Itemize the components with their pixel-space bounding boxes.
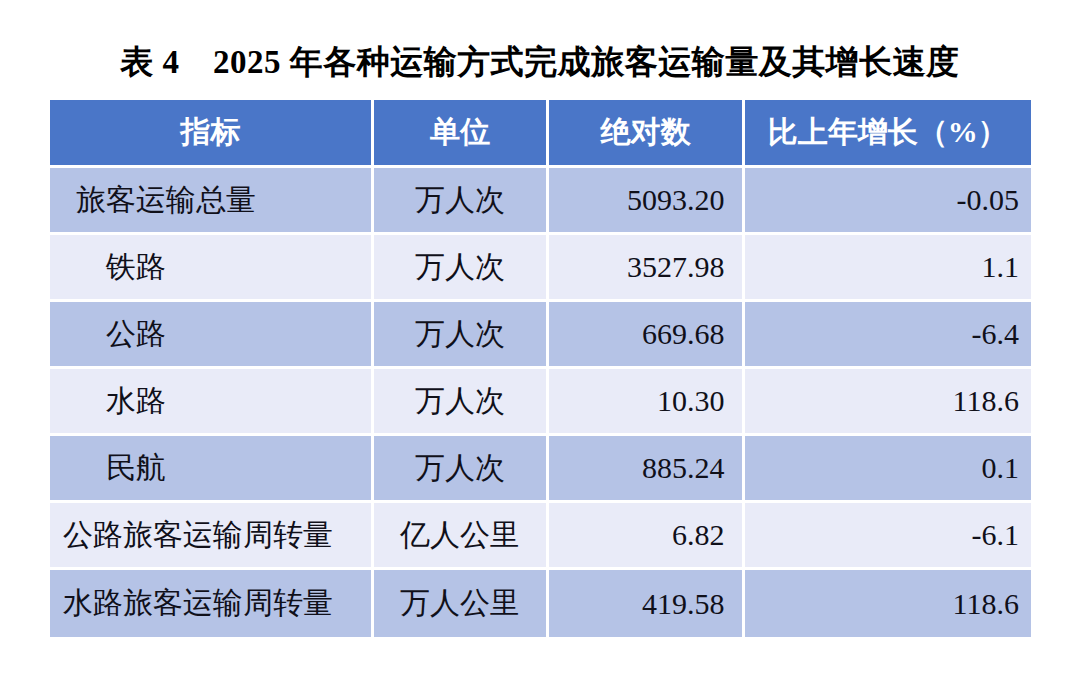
indicator-cell: 铁路	[50, 235, 374, 302]
growth-cell: -0.05	[745, 168, 1031, 235]
column-header-absolute: 绝对数	[549, 100, 744, 168]
unit-cell: 万人次	[374, 168, 550, 235]
indicator-cell: 旅客运输总量	[50, 168, 374, 235]
unit-cell: 万人公里	[374, 570, 550, 637]
unit-cell: 万人次	[374, 369, 550, 436]
growth-cell: 1.1	[745, 235, 1031, 302]
indicator-cell: 民航	[50, 436, 374, 503]
indicator-cell: 公路旅客运输周转量	[50, 503, 374, 570]
indicator-cell: 水路旅客运输周转量	[50, 570, 374, 637]
table-row: 水路万人次10.30118.6	[50, 369, 1031, 436]
growth-cell: -6.1	[745, 503, 1031, 570]
column-header-indicator: 指标	[50, 100, 374, 168]
absolute-cell: 6.82	[549, 503, 744, 570]
header-row: 指标单位绝对数比上年增长（%）	[50, 100, 1031, 168]
page: 表 4 2025 年各种运输方式完成旅客运输量及其增长速度 指标单位绝对数比上年…	[0, 0, 1080, 690]
absolute-cell: 5093.20	[549, 168, 744, 235]
absolute-cell: 10.30	[549, 369, 744, 436]
column-header-unit: 单位	[374, 100, 550, 168]
absolute-cell: 669.68	[549, 302, 744, 369]
absolute-cell: 3527.98	[549, 235, 744, 302]
indicator-cell: 水路	[50, 369, 374, 436]
passenger-transport-table: 指标单位绝对数比上年增长（%） 旅客运输总量万人次5093.20-0.05铁路万…	[50, 100, 1031, 637]
indicator-cell: 公路	[50, 302, 374, 369]
growth-cell: -6.4	[745, 302, 1031, 369]
unit-cell: 万人次	[374, 302, 550, 369]
unit-cell: 亿人公里	[374, 503, 550, 570]
absolute-cell: 885.24	[549, 436, 744, 503]
table-row: 铁路万人次3527.981.1	[50, 235, 1031, 302]
column-header-growth: 比上年增长（%）	[745, 100, 1031, 168]
table-body: 旅客运输总量万人次5093.20-0.05铁路万人次3527.981.1公路万人…	[50, 168, 1031, 637]
table-row: 公路旅客运输周转量亿人公里6.82-6.1	[50, 503, 1031, 570]
unit-cell: 万人次	[374, 436, 550, 503]
table-header: 指标单位绝对数比上年增长（%）	[50, 100, 1031, 168]
table-row: 公路万人次669.68-6.4	[50, 302, 1031, 369]
table-title: 表 4 2025 年各种运输方式完成旅客运输量及其增长速度	[0, 40, 1080, 85]
unit-cell: 万人次	[374, 235, 550, 302]
growth-cell: 118.6	[745, 369, 1031, 436]
table-row: 水路旅客运输周转量万人公里419.58118.6	[50, 570, 1031, 637]
growth-cell: 0.1	[745, 436, 1031, 503]
growth-cell: 118.6	[745, 570, 1031, 637]
absolute-cell: 419.58	[549, 570, 744, 637]
table-row: 旅客运输总量万人次5093.20-0.05	[50, 168, 1031, 235]
table-row: 民航万人次885.240.1	[50, 436, 1031, 503]
